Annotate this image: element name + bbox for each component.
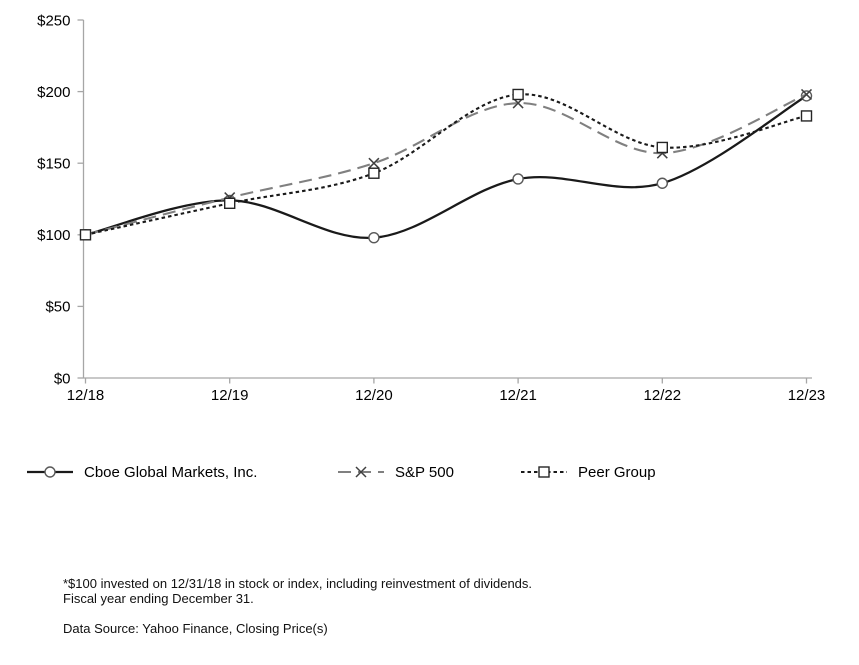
series-2-marker	[223, 197, 236, 209]
x-axis-tick-label: 12/19	[211, 387, 249, 404]
series-0-marker	[368, 231, 380, 244]
legend-item-sp500: S&P 500	[338, 462, 454, 482]
cboe-line-swatch-icon	[27, 466, 73, 478]
legend-swatch-marker	[538, 466, 550, 478]
series-2-marker	[368, 167, 380, 179]
series-0-marker	[656, 177, 668, 189]
series-2-marker	[512, 88, 524, 101]
x-axis-tick-label: 12/21	[499, 387, 537, 404]
legend-swatch-marker	[355, 466, 367, 478]
legend-label-cboe: Cboe Global Markets, Inc.	[84, 463, 258, 481]
chart-legend: Cboe Global Markets, Inc. S&P 500 Peer G…	[0, 462, 859, 482]
series-2-marker	[800, 110, 813, 122]
peer-group-line-swatch-icon	[521, 466, 567, 478]
legend-item-peer-group: Peer Group	[521, 462, 656, 482]
x-axis-tick-label: 12/22	[644, 387, 682, 404]
footnote-invested: *$100 invested on 12/31/18 in stock or i…	[63, 576, 533, 591]
series-line-2	[85, 93, 807, 236]
series-0-marker	[512, 173, 524, 185]
y-axis-tick-label: $200	[37, 84, 70, 101]
series-2-marker	[656, 141, 668, 154]
x-axis-tick-label: 12/23	[788, 387, 826, 404]
sp500-line-swatch-icon	[338, 466, 384, 478]
legend-swatch-marker	[44, 466, 56, 478]
x-axis-tick-label: 12/18	[67, 387, 105, 404]
y-axis-tick-label: $150	[37, 155, 70, 172]
legend-item-cboe: Cboe Global Markets, Inc.	[27, 462, 257, 482]
series-2-marker	[79, 229, 92, 241]
x-axis-tick-label: 12/20	[355, 387, 393, 404]
chart-footnotes: *$100 invested on 12/31/18 in stock or i…	[63, 576, 532, 636]
series-line-0	[85, 94, 808, 239]
series-2	[79, 88, 813, 241]
series-1-marker	[800, 88, 813, 100]
series-1-marker	[368, 157, 380, 169]
y-axis-tick-label: $100	[37, 227, 70, 244]
performance-line-chart: $0 $50 $100 $150 $200 $250 12/18 12/19 12/20 12/2…	[37, 12, 826, 404]
footnote-fiscal-year: Fiscal year ending December 31.	[63, 591, 254, 606]
legend-label-peer-group: Peer Group	[578, 463, 656, 481]
y-axis-tick-label: $50	[45, 299, 70, 316]
data-source-note: Data Source: Yahoo Finance, Closing Pric…	[63, 621, 328, 636]
series-0	[79, 90, 813, 244]
y-axis-tick-label: $250	[37, 12, 70, 29]
series-line-1	[85, 93, 807, 236]
legend-label-sp500: S&P 500	[395, 463, 454, 481]
y-axis-tick-label: $0	[54, 370, 71, 387]
